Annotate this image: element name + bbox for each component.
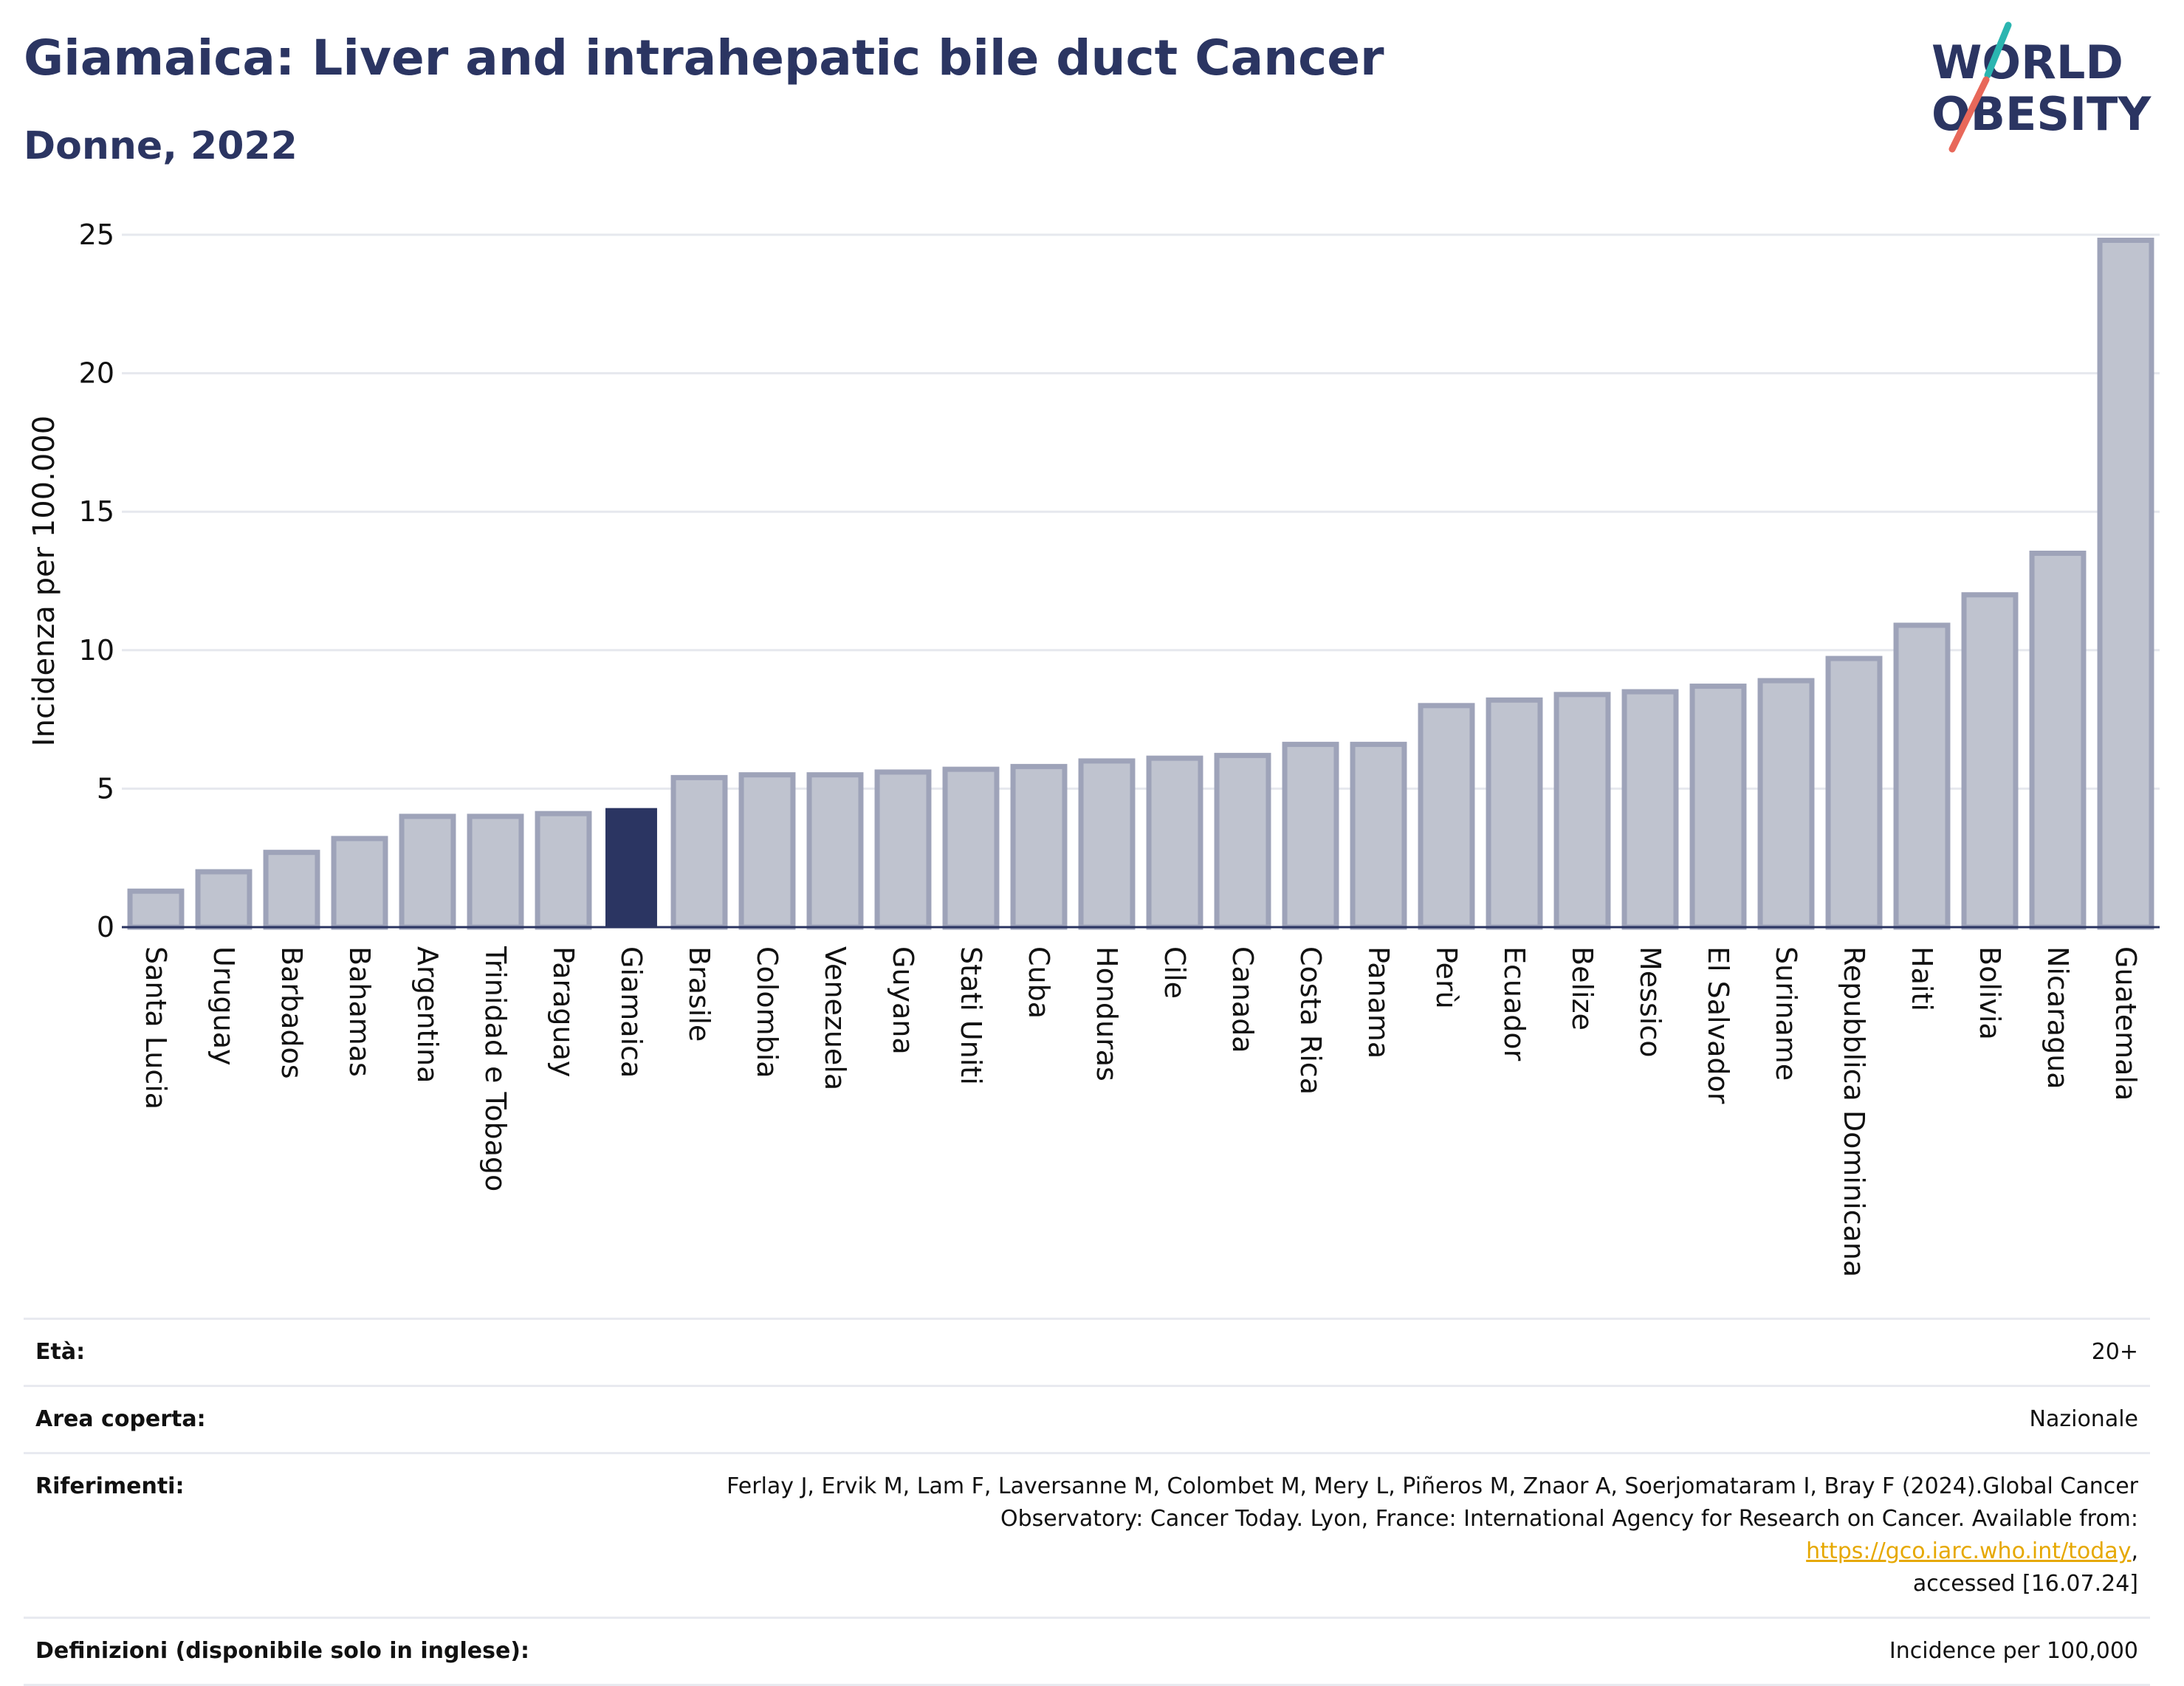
references-text-1: Ferlay J, Ervik M, Lam F, Laversanne M, … [727, 1473, 2138, 1499]
bar-chart: 0 5 10 15 20 25 Santa Lucia Uruguay Barbados Bah… [27, 219, 2160, 1277]
y-tick-labels: 0 5 10 15 20 25 [79, 219, 114, 943]
info-row-area: Area coperta: Nazionale [24, 1386, 2150, 1453]
area-value: Nazionale [2029, 1406, 2138, 1432]
x-tick-label: Costa Rica [1294, 946, 1327, 1095]
world-obesity-logo: WORLD OBESITY [1931, 21, 2152, 153]
bar [535, 811, 592, 930]
bar [1757, 678, 1815, 930]
x-tick-labels: Santa Lucia Uruguay Barbados Bahamas Argenti… [140, 946, 2142, 1277]
bar [195, 869, 253, 930]
x-tick-label: Haiti [1906, 946, 1938, 1011]
x-tick-label: Santa Lucia [140, 946, 172, 1109]
bar [467, 813, 524, 930]
bar [942, 766, 1000, 930]
logo-slash-top [1984, 21, 2012, 79]
references-value: Ferlay J, Ervik M, Lam F, Laversanne M, … [712, 1453, 2150, 1618]
age-label: Età: [35, 1339, 86, 1365]
y-tick-label: 15 [79, 495, 114, 528]
definitions-value: Incidence per 100,000 [1889, 1638, 2138, 1664]
bar [331, 836, 388, 930]
x-tick-label: Messico [1634, 946, 1666, 1057]
references-text-3: accessed [16.07.24] [1912, 1571, 2138, 1597]
x-tick-label: Brasile [683, 946, 715, 1042]
bar [2097, 238, 2154, 930]
bar [806, 772, 864, 930]
bar [1961, 592, 2019, 930]
x-tick-label: Barbados [275, 946, 308, 1079]
x-tick-label: Bolivia [1974, 946, 2006, 1040]
references-text-2: Observatory: Cancer Today. Lyon, France:… [1000, 1506, 2138, 1532]
x-tick-label: Stati Uniti [955, 946, 987, 1085]
bar [127, 888, 185, 930]
y-axis-label: Incidenza per 100.000 [27, 416, 61, 746]
bar [1621, 689, 1679, 930]
bar [2029, 550, 2087, 930]
x-tick-label: Ecuador [1498, 946, 1531, 1062]
bars [127, 238, 2154, 930]
x-tick-label: Uruguay [207, 946, 240, 1066]
y-tick-label: 10 [79, 634, 114, 667]
x-tick-label: Trinidad e Tobago [479, 946, 512, 1191]
y-tick-label: 5 [97, 772, 114, 805]
bar [1350, 741, 1407, 930]
info-row-age: Età: 20+ [24, 1318, 2150, 1386]
x-tick-label: Venezuela [819, 946, 851, 1090]
x-tick-label: Canada [1226, 946, 1259, 1053]
bar-highlight [605, 808, 657, 927]
logo-slash-bottom [1948, 76, 1990, 153]
x-tick-label: Honduras [1091, 946, 1123, 1081]
references-link[interactable]: https://gco.iarc.who.int/today [1806, 1538, 2132, 1564]
y-tick-label: 0 [97, 911, 114, 943]
bar [1418, 703, 1475, 930]
definitions-label: Definizioni (disponibile solo in inglese… [35, 1638, 529, 1664]
x-tick-label: Nicaragua [2042, 946, 2074, 1090]
x-tick-label: El Salvador [1702, 946, 1734, 1104]
info-table: Età: 20+ Area coperta: Nazionale Riferim… [24, 1318, 2150, 1686]
x-tick-label: Suriname [1770, 946, 1802, 1081]
x-tick-label: Cuba [1023, 946, 1055, 1019]
bar [874, 769, 932, 930]
bar [263, 850, 320, 930]
bar [1893, 622, 1951, 930]
bar [1282, 741, 1339, 930]
references-comma: , [2131, 1538, 2138, 1564]
x-tick-label: Argentina [411, 946, 444, 1083]
area-label: Area coperta: [35, 1406, 206, 1432]
bar [1553, 692, 1611, 930]
x-tick-label: Bahamas [343, 946, 376, 1077]
x-tick-label: Colombia [751, 946, 783, 1078]
info-row-references: Riferimenti: Ferlay J, Ervik M, Lam F, L… [24, 1453, 2150, 1618]
x-tick-label: Guyana [887, 946, 919, 1055]
bar [738, 772, 796, 930]
x-tick-label: Guatemala [2109, 946, 2142, 1101]
age-value: 20+ [2091, 1339, 2138, 1365]
bar [1486, 697, 1543, 930]
bar [1689, 684, 1747, 930]
y-tick-label: 20 [79, 357, 114, 390]
bar [1146, 755, 1203, 930]
x-tick-label: Repubblica Dominicana [1838, 946, 1870, 1277]
y-tick-label: 25 [79, 219, 114, 251]
x-tick-label: Paraguay [547, 946, 580, 1077]
bar [1825, 656, 1883, 930]
logo-word-world: WORLD [1931, 35, 2123, 89]
chart-title: Giamaica: Liver and intrahepatic bile du… [24, 30, 1384, 86]
bar [399, 813, 456, 930]
x-tick-label: Belize [1566, 946, 1598, 1030]
info-row-definitions: Definizioni (disponibile solo in inglese… [24, 1617, 2150, 1685]
bar [670, 774, 728, 930]
bar [1078, 758, 1136, 930]
references-label: Riferimenti: [35, 1473, 185, 1499]
x-tick-label: Giamaica [615, 946, 648, 1078]
bar [1214, 752, 1271, 930]
chart-subtitle: Donne, 2022 [24, 124, 298, 168]
x-tick-label: Panama [1362, 946, 1395, 1059]
x-tick-label: Cile [1158, 946, 1191, 999]
x-tick-label: Perù [1430, 946, 1463, 1009]
bar [1010, 763, 1068, 930]
